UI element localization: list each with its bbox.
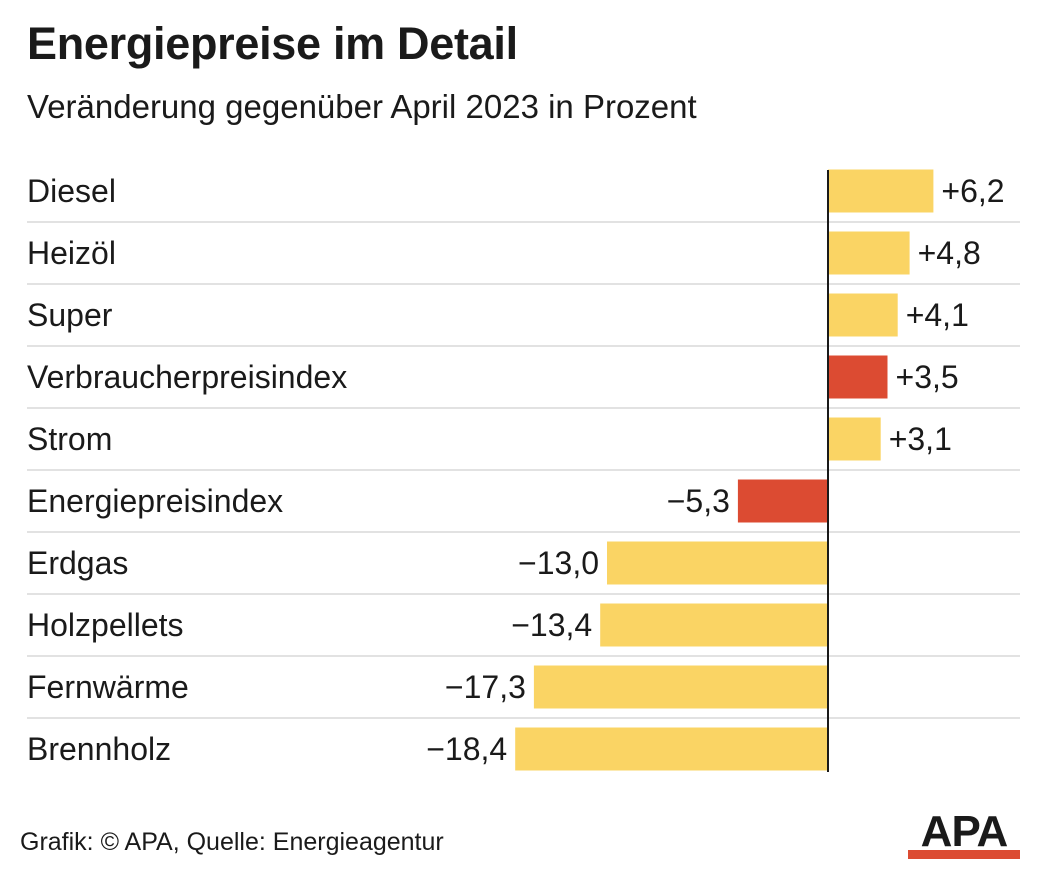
category-label: Fernwärme [27, 669, 189, 705]
svg-text:APA: APA [921, 810, 1008, 856]
value-label: −18,4 [426, 731, 507, 767]
value-label: −13,0 [518, 545, 599, 581]
bar [828, 169, 934, 213]
value-label: +3,1 [889, 421, 952, 457]
category-label: Brennholz [27, 731, 171, 767]
value-label: −5,3 [667, 483, 730, 519]
category-label: Erdgas [27, 545, 128, 581]
bar [828, 355, 888, 399]
value-label: +4,8 [918, 235, 981, 271]
bar [737, 479, 828, 523]
value-label: +3,5 [896, 359, 959, 395]
bar-chart: Diesel +6,2 Heizöl +4,8 Super +4,1 Verbraucher… [27, 169, 1020, 772]
source-credit: Grafik: © APA, Quelle: Energieagentur [20, 828, 444, 856]
value-label: +6,2 [941, 173, 1004, 209]
category-label: Super [27, 297, 113, 333]
bar [607, 541, 828, 585]
category-label: Energiepreisindex [27, 483, 283, 519]
value-label: +4,1 [906, 297, 969, 333]
bar [828, 417, 881, 461]
apa-logo: APA [908, 810, 1020, 859]
value-label: −17,3 [445, 669, 526, 705]
bar [533, 665, 828, 709]
category-label: Verbraucherpreisindex [27, 359, 347, 395]
chart-title: Energiepreise im Detail [27, 18, 518, 69]
value-label: −13,4 [511, 607, 592, 643]
bar [515, 727, 828, 771]
category-label: Holzpellets [27, 607, 184, 643]
bar [828, 293, 898, 337]
category-label: Heizöl [27, 235, 116, 271]
chart-subtitle: Veränderung gegenüber April 2023 in Proz… [27, 88, 697, 125]
bar [600, 603, 828, 647]
category-label: Diesel [27, 173, 116, 209]
bar [828, 231, 910, 275]
category-label: Strom [27, 421, 112, 457]
